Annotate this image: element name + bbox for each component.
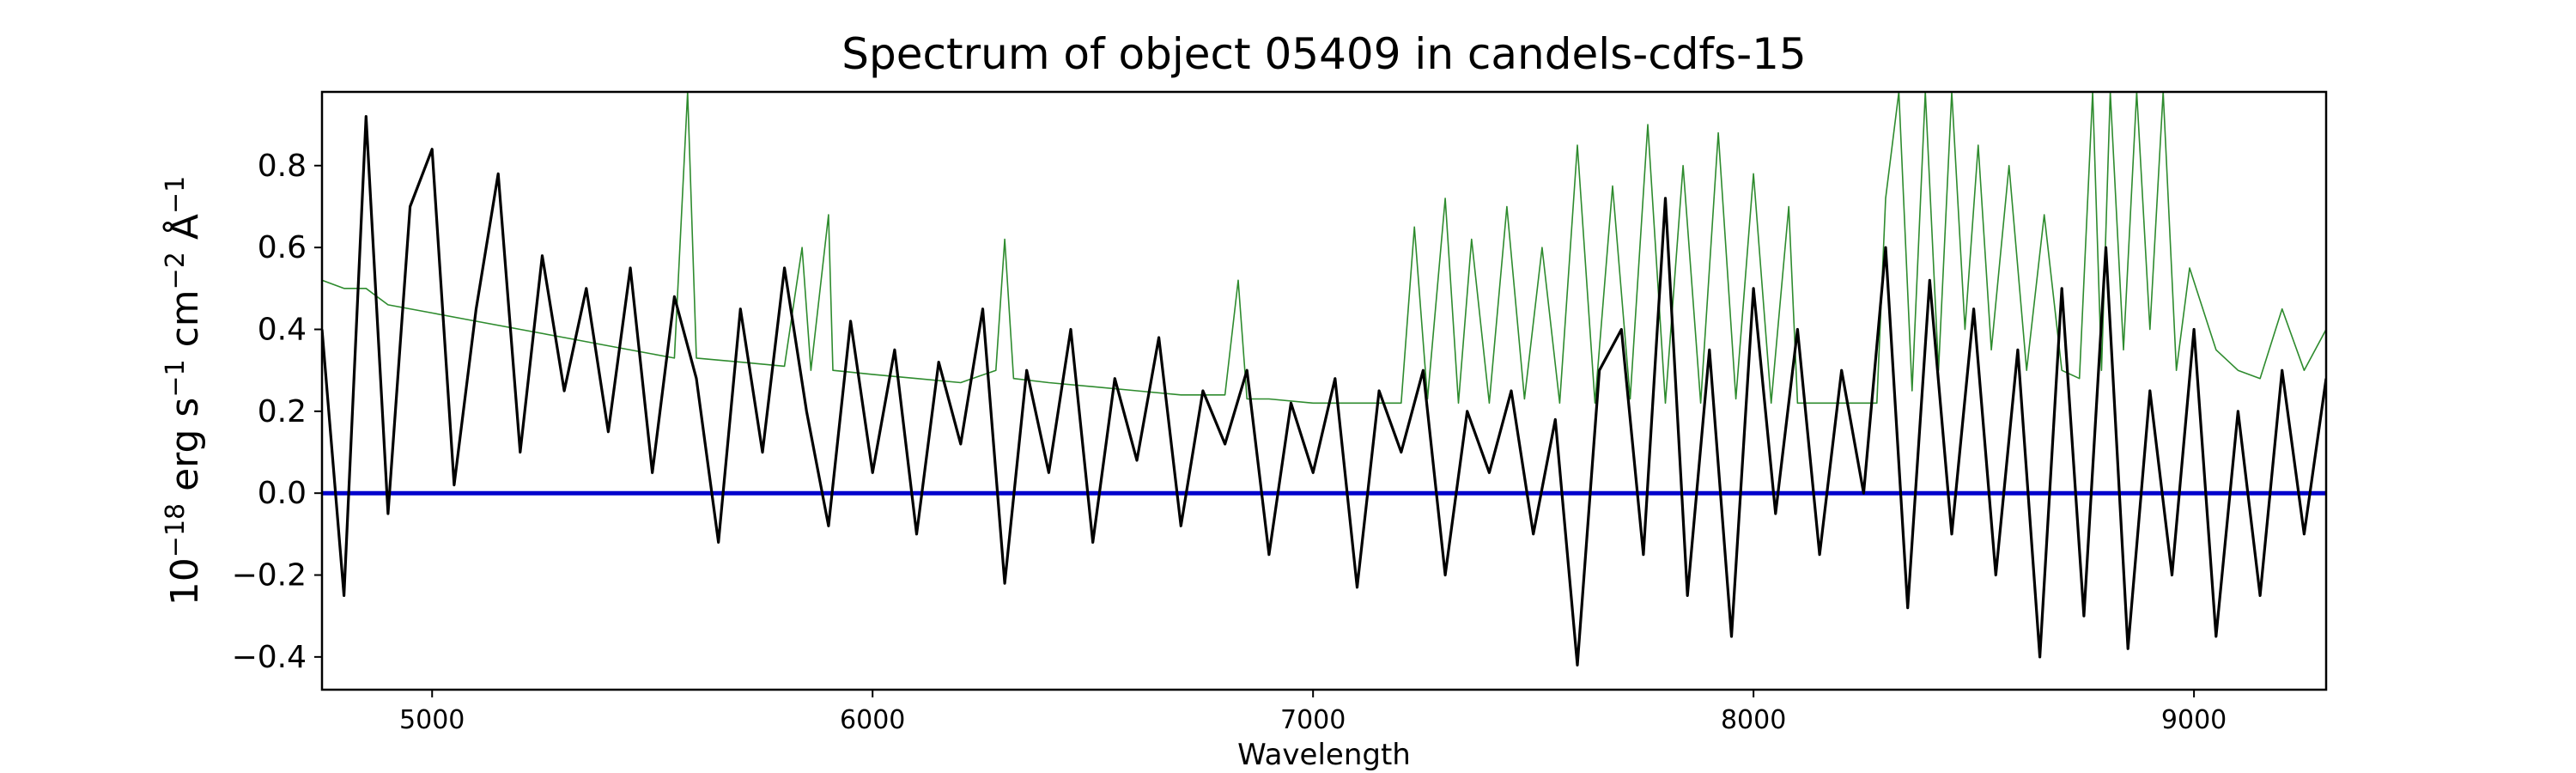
y-axis-label-part2-exp: −2 [161,252,191,289]
y-axis: −0.4 −0.2 0.0 0.2 0.4 0.6 0.8 [232,149,322,675]
x-tick-label: 6000 [840,705,905,735]
x-tick-label: 5000 [399,705,465,735]
y-tick-label: 0.0 [258,476,307,511]
y-axis-label-part3-exp: −1 [161,176,191,214]
plot-frame [320,90,2328,691]
y-tick-label: −0.2 [232,558,307,593]
y-tick-label: −0.4 [232,640,307,675]
x-tick-label: 9000 [2161,705,2227,735]
y-axis-label-part2: cm [163,289,207,359]
y-tick-label: 0.4 [258,312,307,347]
error-series-line [322,92,2326,405]
x-tick-label: 7000 [1280,705,1346,735]
y-tick-label: 0.6 [258,230,307,265]
y-tick-label: 0.8 [258,149,307,184]
y-axis-label-part1-exp: −1 [161,359,191,397]
chart-title: Spectrum of object 05409 in candels-cdfs… [841,29,1807,79]
y-axis-label-base-exp: −18 [161,503,191,557]
x-axis: 5000 6000 7000 8000 9000 [399,690,2227,735]
y-axis-label-part3: Å [161,214,207,252]
x-axis-label: Wavelength [1237,738,1411,772]
y-tick-label: 0.2 [258,394,307,429]
y-axis-label-base: 10 [163,557,207,606]
flux-series-line [322,115,2326,666]
y-axis-label: 10−18 erg s−1 cm−2 Å−1 [161,176,207,606]
series-layer [322,92,2326,666]
y-axis-label-part1: erg s [163,398,207,503]
x-tick-label: 8000 [1721,705,1786,735]
